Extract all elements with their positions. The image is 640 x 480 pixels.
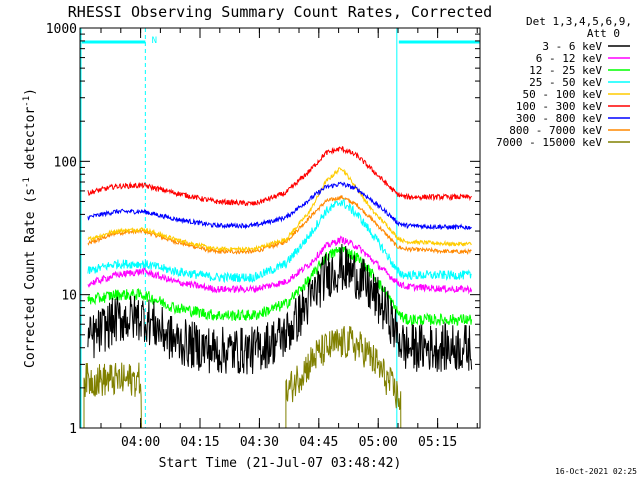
y-label-part: detector xyxy=(23,107,38,178)
series-line xyxy=(285,326,402,429)
x-tick-label: 04:15 xyxy=(180,435,219,450)
y-tick-label: 1000 xyxy=(46,22,77,37)
y-tick-label: 1 xyxy=(69,422,77,437)
saa-flag-label: N xyxy=(152,36,157,46)
legend-entry-label: 7000 - 15000 keV xyxy=(496,136,602,149)
legend-entry-label: 800 - 7000 keV xyxy=(509,124,602,137)
legend-header-line: Det 1,3,4,5,6,9, xyxy=(526,15,632,28)
legend-entry-label: 6 - 12 keV xyxy=(536,52,603,65)
series-line xyxy=(87,167,472,253)
timestamp: 16-Oct-2021 02:25 xyxy=(555,467,637,476)
y-tick-label: 100 xyxy=(54,155,77,170)
y-axis-label: Corrected Count Rate (s-1 detector-1) xyxy=(22,88,38,368)
y-tick-label: 10 xyxy=(61,289,77,304)
series-lines xyxy=(83,146,473,429)
legend-entry-label: 3 - 6 keV xyxy=(542,40,602,53)
plot-frame xyxy=(79,27,481,429)
series-line xyxy=(87,246,473,327)
legend-entry-label: 300 - 800 keV xyxy=(516,112,602,125)
x-tick-label: 04:30 xyxy=(240,435,279,450)
y-label-part: Corrected Count Rate (s xyxy=(23,188,38,368)
series-line xyxy=(87,235,473,295)
x-tick-label: 05:00 xyxy=(359,435,398,450)
x-tick-label: 04:00 xyxy=(121,435,160,450)
series-line xyxy=(83,362,142,429)
legend-entry-label: 50 - 100 keV xyxy=(523,88,603,101)
legend-entry-label: 100 - 300 keV xyxy=(516,100,602,113)
legend-header-line: Att 0 xyxy=(587,27,620,40)
y-label-superscript: -1 xyxy=(22,96,32,107)
y-label-superscript: -1 xyxy=(22,177,32,188)
legend-entry-label: 12 - 25 keV xyxy=(529,64,602,77)
series-line xyxy=(87,181,472,231)
x-tick-label: 04:45 xyxy=(299,435,338,450)
x-axis-label: Start Time (21-Jul-07 03:48:42) xyxy=(159,456,402,471)
legend-entry-label: 25 - 50 keV xyxy=(529,76,602,89)
series-line xyxy=(87,146,472,207)
y-label-part: ) xyxy=(23,88,38,96)
chart-title: RHESSI Observing Summary Count Rates, Co… xyxy=(68,3,492,21)
x-tick-label: 05:15 xyxy=(418,435,457,450)
series-line xyxy=(87,243,473,375)
axes: 1 10 100 1000 04:00 04:15 04:30 04:45 05:00 05:15 xyxy=(46,22,481,450)
series-line xyxy=(87,198,472,284)
